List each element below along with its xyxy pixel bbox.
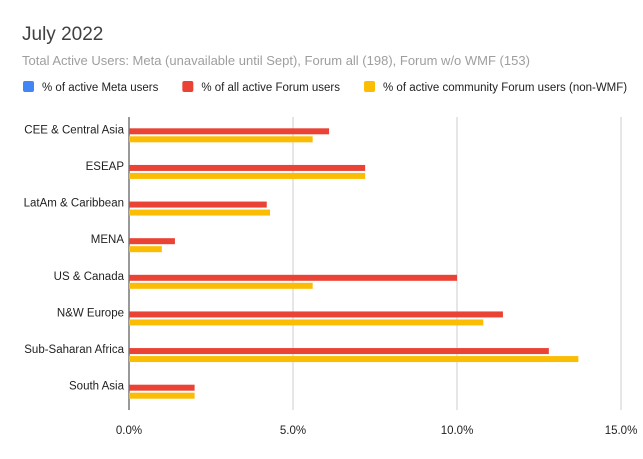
bar [129,274,457,281]
legend-label: % of all active Forum users [201,82,340,94]
category-label: CEE & Central Asia [24,124,124,136]
x-tick-label: 10.0% [441,425,474,437]
bar [129,164,366,171]
category-label: N&W Europe [57,307,124,319]
legend-swatch [23,81,34,92]
x-tick-label: 5.0% [280,425,306,437]
chart-title: July 2022 [22,24,104,45]
bar [129,282,313,289]
category-label: LatAm & Caribbean [24,198,124,210]
bar [129,201,267,208]
bar [129,392,195,399]
x-tick-label: 0.0% [116,425,142,437]
legend-label: % of active Meta users [42,82,159,94]
category-label: South Asia [69,381,125,393]
category-label: ESEAP [86,161,125,173]
category-label: Sub-Saharan Africa [24,344,124,356]
bar [129,311,503,318]
bar [129,319,484,326]
bar [129,136,313,143]
bar [129,209,271,216]
category-label: MENA [91,234,125,246]
category-label: US & Canada [54,271,125,283]
legend-swatch [182,81,194,92]
bar [129,356,579,363]
legend-swatch [364,81,376,92]
bar [129,238,175,245]
bar [129,348,549,355]
bar [129,246,162,253]
bar [129,128,330,135]
bar [129,384,195,391]
chart-subtitle: Total Active Users: Meta (unavailable un… [22,53,530,68]
bar [129,172,366,179]
legend-label: % of active community Forum users (non-W… [383,82,627,94]
x-tick-label: 15.0% [605,425,638,437]
